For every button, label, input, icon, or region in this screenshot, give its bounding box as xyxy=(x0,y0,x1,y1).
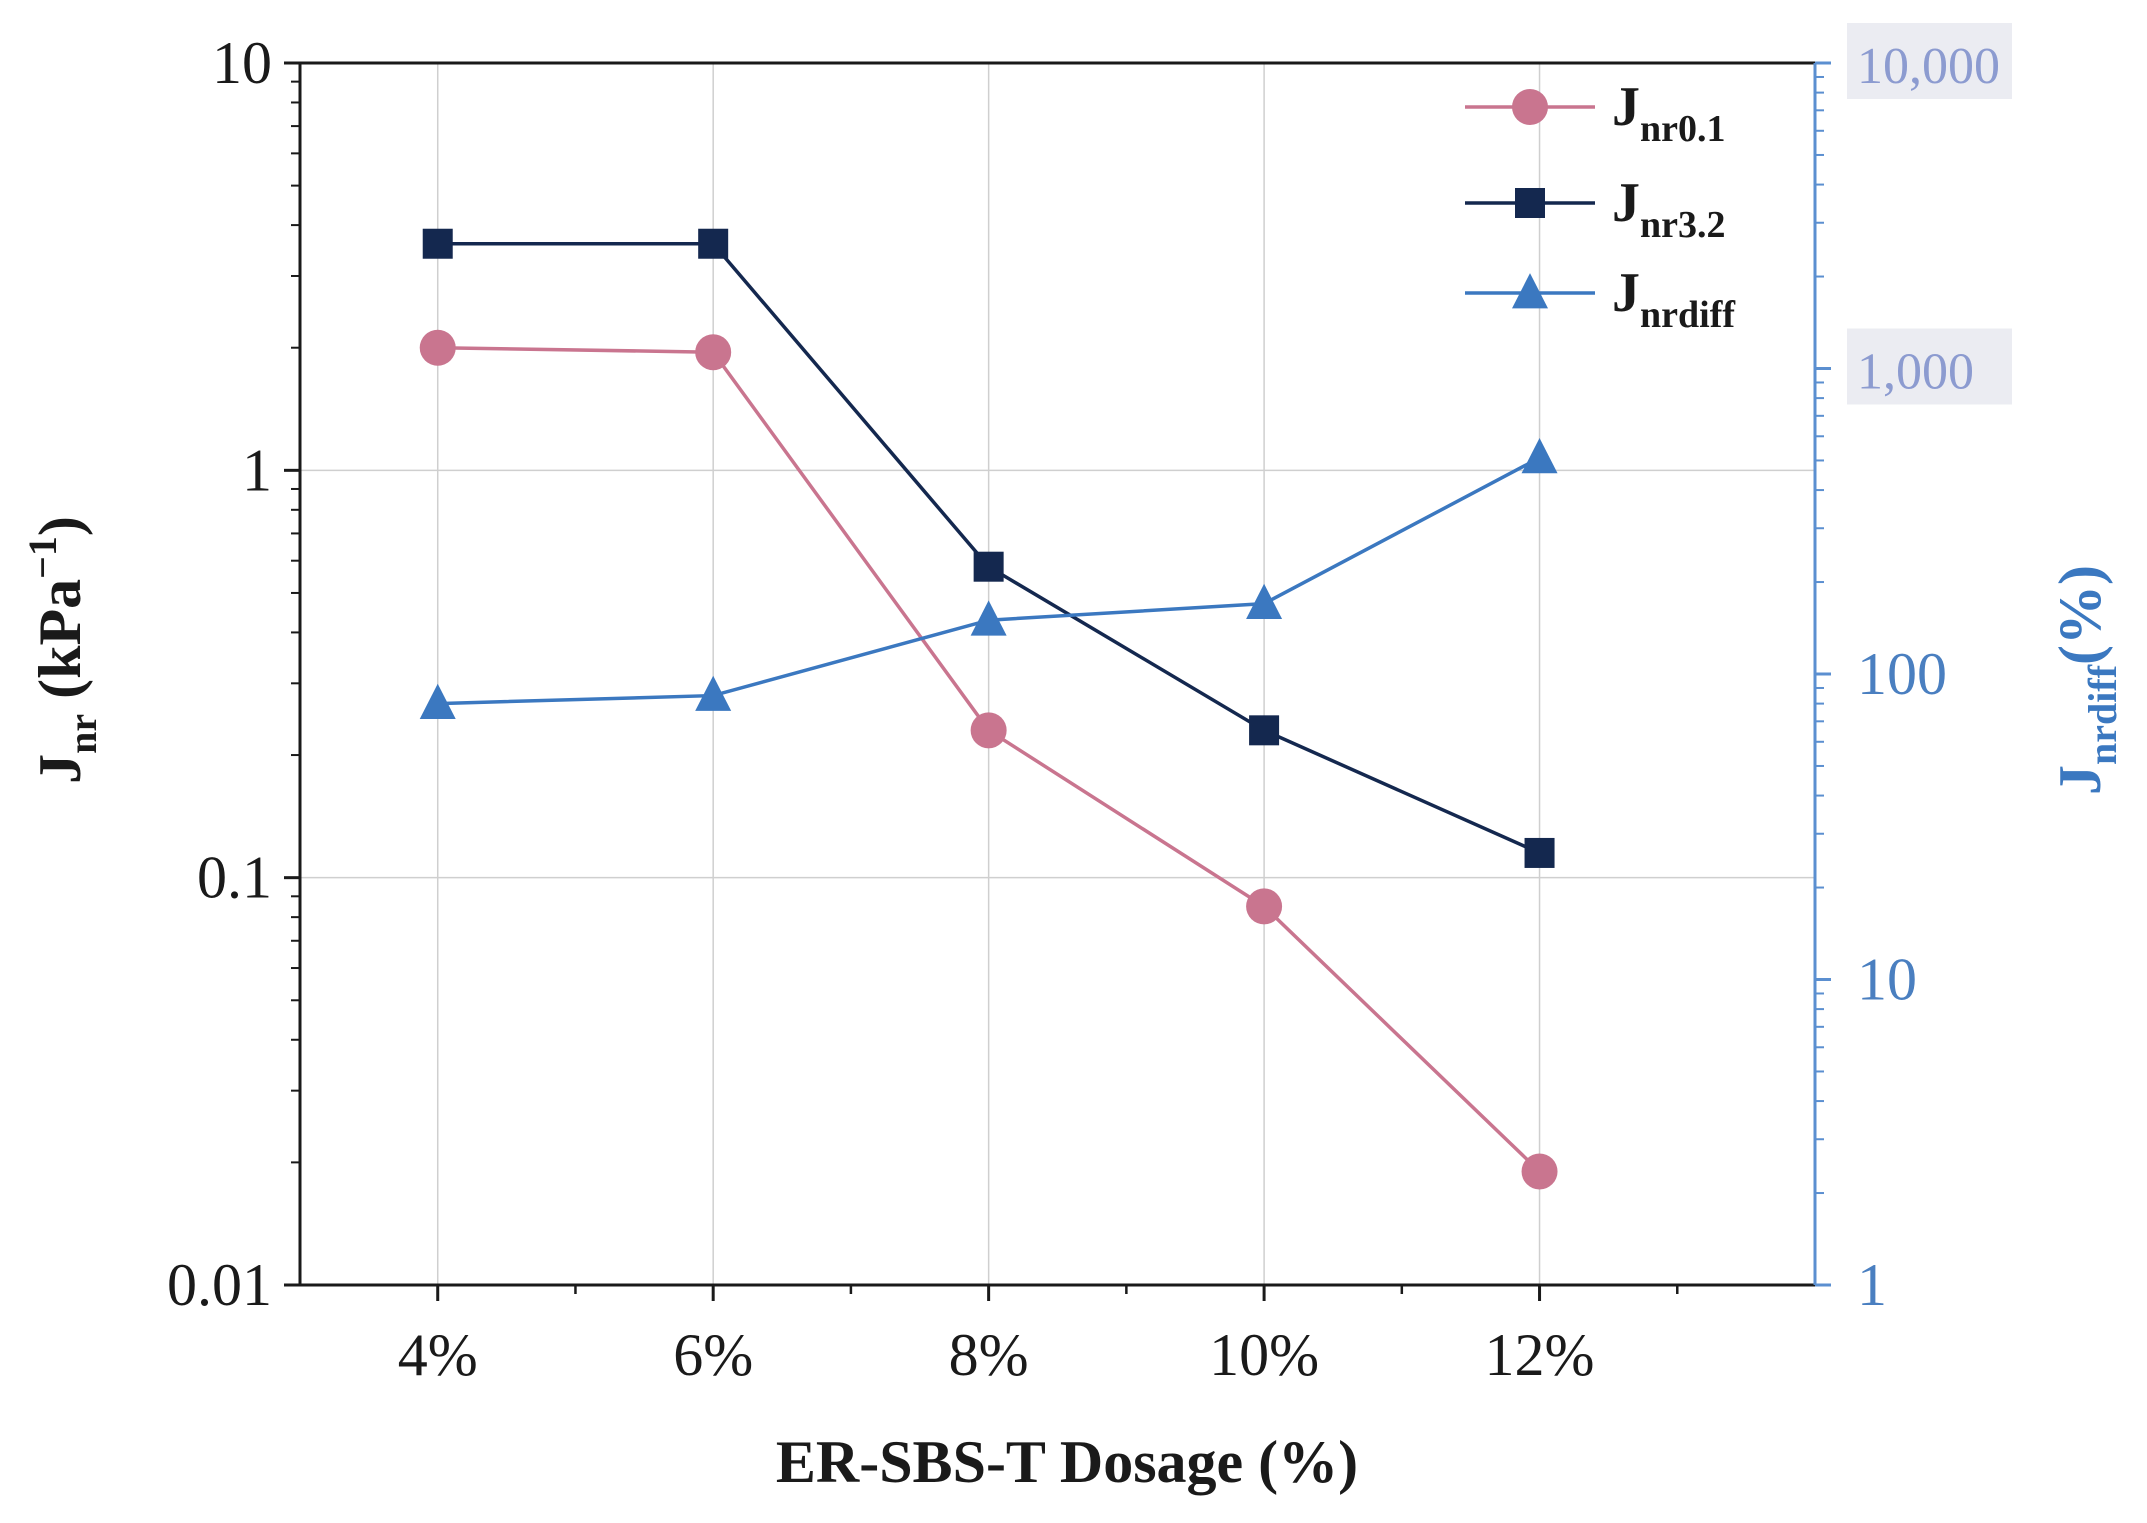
y-left-title-sup: −1 xyxy=(20,536,65,579)
legend-label: Jnr3.2 xyxy=(1612,172,1726,246)
x-tick-label: 4% xyxy=(398,1322,478,1388)
legend-label-sub: nr0.1 xyxy=(1640,108,1726,150)
y-right-tick-highlight xyxy=(1847,328,2012,405)
series-jnrdiff xyxy=(419,437,1558,719)
data-point xyxy=(695,675,732,711)
series-jnr3-2 xyxy=(422,228,1555,868)
series-layer xyxy=(419,228,1558,1190)
y-right-tick-label: 10,000 xyxy=(1857,38,2000,95)
y-left-axis-title: Jnr (kPa−1) xyxy=(20,516,105,784)
data-point xyxy=(1246,888,1283,925)
legend-label: Jnrdiff xyxy=(1612,262,1736,336)
tick-labels: 4% 6% 8% 10% 12% 0.01 0.1 1 10 1 10 100 1,000 10,000 xyxy=(167,23,2012,1388)
x-tick-label: 10% xyxy=(1209,1322,1319,1388)
data-point xyxy=(422,228,453,259)
x-tick-label: 12% xyxy=(1485,1322,1595,1388)
legend-item: Jnr0.1 xyxy=(1465,76,1726,150)
legend-label-main: J xyxy=(1612,76,1640,138)
legend-label-sub: nr3.2 xyxy=(1640,204,1726,246)
y-left-tick-label: 10 xyxy=(212,30,272,96)
y-right-tick-label: 100 xyxy=(1857,641,1947,707)
y-right-axis-title: Jnrdiff(%) xyxy=(2047,565,2125,795)
legend-marker xyxy=(1515,188,1545,218)
y-left-tick-label: 1 xyxy=(242,437,272,503)
y-right-tick-label: 1,000 xyxy=(1857,344,1974,401)
y-right-tick-highlight xyxy=(1847,23,2012,99)
y-right-tick-label: 1 xyxy=(1857,1252,1887,1318)
grid-lines xyxy=(300,63,1815,1285)
y-right-title-main: J xyxy=(2047,765,2113,795)
series-jnr0-1 xyxy=(419,329,1558,1190)
data-point xyxy=(419,329,456,366)
x-tick-label: 6% xyxy=(673,1322,753,1388)
data-point xyxy=(698,228,729,259)
legend-marker xyxy=(1512,273,1548,309)
y-left-tick-label: 0.1 xyxy=(197,845,272,911)
y-left-title-unit: (kPa xyxy=(27,579,93,714)
legend-marker xyxy=(1512,89,1548,125)
legend-label: Jnr0.1 xyxy=(1612,76,1726,150)
data-point xyxy=(970,712,1007,749)
data-point xyxy=(695,334,732,371)
legend-label-main: J xyxy=(1612,172,1640,234)
y-left-title-close: ) xyxy=(27,516,93,536)
data-point xyxy=(1524,837,1555,868)
y-left-tick-label: 0.01 xyxy=(167,1252,272,1318)
x-tick-label: 8% xyxy=(949,1322,1029,1388)
data-point xyxy=(1521,1153,1558,1190)
axes xyxy=(284,61,1831,1301)
y-right-tick-label: 10 xyxy=(1857,947,1917,1013)
y-right-title-sub: nrdiff xyxy=(2080,664,2125,765)
data-point xyxy=(1521,437,1558,474)
y-left-title-main: J xyxy=(27,754,93,784)
legend-item: Jnr3.2 xyxy=(1465,172,1726,246)
data-point xyxy=(419,683,456,719)
data-point xyxy=(1246,583,1283,619)
legend-label-main: J xyxy=(1612,262,1640,324)
data-point xyxy=(1249,715,1280,746)
x-axis-title: ER-SBS-T Dosage (%) xyxy=(776,1429,1358,1495)
y-right-title-unit: (%) xyxy=(2047,565,2113,665)
legend-item: Jnrdiff xyxy=(1465,262,1736,336)
y-left-title-sub: nr xyxy=(60,714,105,754)
legend-label-sub: nrdiff xyxy=(1640,294,1736,336)
data-point xyxy=(970,600,1007,636)
data-point xyxy=(973,551,1004,582)
